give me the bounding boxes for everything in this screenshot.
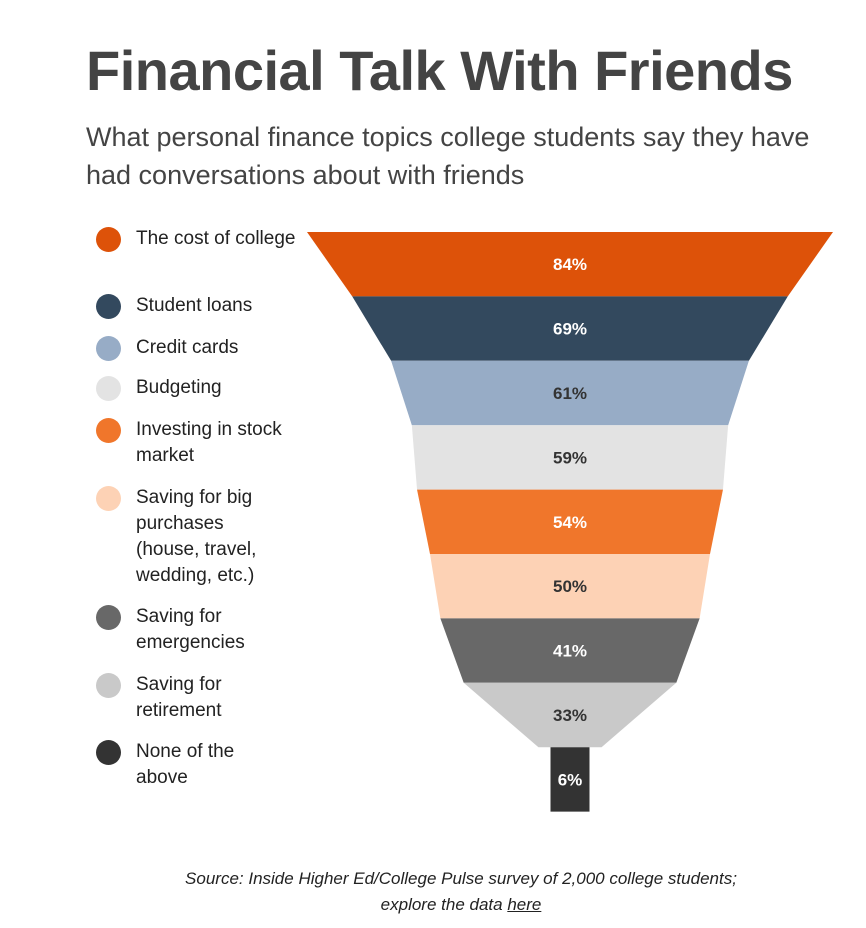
data-label: 84% <box>553 255 587 274</box>
data-label: 50% <box>553 577 587 596</box>
legend-label: Budgeting <box>136 377 222 398</box>
funnel-segment <box>417 489 723 554</box>
legend-item: Credit cards <box>96 335 311 361</box>
chart-subtitle: What personal finance topics college stu… <box>86 122 810 190</box>
legend-label: Saving for retirement <box>136 674 222 721</box>
funnel-segment <box>307 232 833 297</box>
data-label: 54% <box>553 513 587 532</box>
data-label: 61% <box>553 384 587 403</box>
legend-label: Investing in stock market <box>136 419 282 466</box>
legend-item: Saving for retirement <box>96 672 256 724</box>
legend-label: Student loans <box>136 295 253 316</box>
explore-line: explore the data here <box>0 892 866 918</box>
data-label: 6% <box>558 770 583 789</box>
legend-item: Investing in stock market <box>96 417 311 469</box>
funnel-segment <box>411 425 729 490</box>
legend-swatch <box>96 294 121 319</box>
funnel-segment <box>429 554 711 619</box>
data-label: 59% <box>553 448 587 467</box>
data-link[interactable]: here <box>507 895 542 914</box>
legend-swatch <box>96 740 121 765</box>
funnel-segment <box>440 618 700 683</box>
legend-item: None of the above <box>96 739 256 791</box>
funnel-segment <box>550 747 590 812</box>
data-label: 41% <box>553 642 587 661</box>
legend-label: The cost of college <box>136 228 296 249</box>
legend-swatch <box>96 227 121 252</box>
source-text: Source: Inside Higher Ed/College Pulse s… <box>185 869 737 888</box>
legend-swatch <box>96 486 121 511</box>
legend-item: The cost of college <box>96 226 311 252</box>
legend-label: Credit cards <box>136 337 239 358</box>
legend-item: Saving for emergencies <box>96 604 271 656</box>
legend-label: Saving for emergencies <box>136 606 245 653</box>
legend-label: None of the above <box>136 741 235 788</box>
explore-text: explore the data <box>380 895 503 914</box>
legend-swatch <box>96 673 121 698</box>
funnel-segment <box>352 296 788 361</box>
legend-swatch <box>96 336 121 361</box>
funnel-segment <box>391 360 749 426</box>
legend-swatch <box>96 605 121 630</box>
funnel-segment <box>463 682 677 748</box>
legend-swatch <box>96 418 121 443</box>
legend-label: Saving for big purchases (house, travel,… <box>136 487 257 586</box>
data-label: 69% <box>553 320 587 339</box>
legend-item: Student loans <box>96 293 311 319</box>
legend-item: Budgeting <box>96 375 311 401</box>
legend-swatch <box>96 376 121 401</box>
source-note: Source: Inside Higher Ed/College Pulse s… <box>0 866 866 918</box>
data-label: 33% <box>553 706 587 725</box>
chart-title: Financial Talk With Friends <box>86 39 793 102</box>
legend-item: Saving for big purchases (house, travel,… <box>96 485 281 589</box>
